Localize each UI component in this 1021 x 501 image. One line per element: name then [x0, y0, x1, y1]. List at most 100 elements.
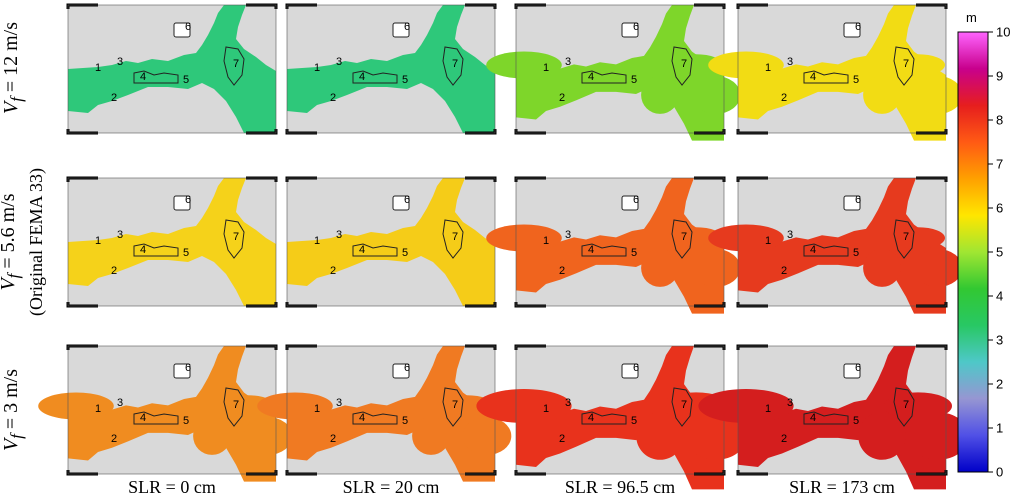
region-outline — [581, 70, 627, 84]
region-label: 3 — [117, 56, 123, 68]
region-label: 3 — [565, 229, 571, 241]
panel-r3-c1: 1 2 3 4 5 6 7 — [38, 344, 293, 482]
panel-border — [737, 345, 947, 475]
region-outline — [803, 70, 849, 84]
region-outline — [133, 411, 179, 425]
region-box — [392, 195, 410, 211]
region-box — [173, 195, 191, 211]
column-label: SLR = 96.5 cm — [564, 477, 676, 497]
region-outline — [671, 387, 693, 427]
region-outline — [133, 243, 179, 257]
region-label: 7 — [681, 231, 687, 243]
region-label: 2 — [111, 92, 117, 104]
region-outline — [223, 46, 245, 86]
flood-expansion — [858, 412, 906, 460]
flood-expansion — [243, 417, 293, 455]
region-outline — [442, 46, 464, 86]
colorbar — [957, 31, 989, 473]
region-label: 2 — [781, 433, 787, 445]
region-outline — [803, 243, 849, 257]
panel-border — [737, 4, 947, 134]
region-label: 6 — [855, 362, 861, 374]
region-label: 3 — [787, 56, 793, 68]
flood-expansion — [641, 249, 679, 287]
region-label: 1 — [765, 235, 771, 247]
region-outline — [893, 387, 915, 427]
panel-r2-c3: 1 2 3 4 5 6 7 — [486, 176, 741, 314]
flood-expansion — [863, 249, 901, 287]
region-label: 1 — [314, 62, 320, 74]
flood-expansion — [913, 249, 963, 287]
flood-expansion — [913, 76, 963, 114]
flood-depth-area — [287, 5, 495, 133]
region-label: 2 — [559, 92, 565, 104]
colorbar-tick-label: 3 — [996, 332, 1004, 348]
flood-expansion — [257, 392, 333, 420]
flood-expansion — [636, 412, 684, 460]
flood-depth-area — [287, 178, 495, 306]
region-label: 2 — [781, 265, 787, 277]
region-box — [173, 22, 191, 38]
row-label: Vf = 5.6 m/s(Original FEMA 33) — [0, 168, 46, 316]
region-label: 4 — [359, 71, 365, 83]
region-label: 6 — [633, 21, 639, 33]
region-label: 5 — [183, 74, 189, 86]
panel-r1-c3: 1 2 3 4 5 6 7 — [486, 3, 741, 141]
region-label: 1 — [765, 403, 771, 415]
region-label: 2 — [330, 433, 336, 445]
panel-r2-c1: 1 2 3 4 5 6 7 — [66, 176, 278, 308]
region-label: 7 — [452, 58, 458, 70]
region-label: 6 — [185, 362, 191, 374]
region-label: 6 — [855, 194, 861, 206]
region-label: 1 — [95, 403, 101, 415]
region-label: 5 — [402, 247, 408, 259]
region-label: 7 — [903, 399, 909, 411]
region-label: 3 — [565, 56, 571, 68]
flood-depth-area — [68, 346, 276, 482]
region-outline — [581, 243, 627, 257]
region-label: 4 — [810, 412, 816, 424]
region-label: 5 — [631, 247, 637, 259]
flood-expansion — [38, 392, 114, 420]
region-box — [392, 22, 410, 38]
region-box — [843, 363, 861, 379]
region-label: 6 — [404, 362, 410, 374]
region-label: 7 — [233, 399, 239, 411]
column-label: SLR = 173 cm — [789, 477, 895, 497]
region-label: 7 — [681, 58, 687, 70]
region-label: 5 — [853, 74, 859, 86]
colorbar-tick-label: 8 — [996, 112, 1004, 128]
panel-r3-c4: 1 2 3 4 5 6 7 — [698, 344, 969, 490]
region-label: 1 — [314, 235, 320, 247]
panel-r3-c3: 1 2 3 4 5 6 7 — [476, 344, 747, 490]
region-outline — [223, 387, 245, 427]
panel-border — [67, 177, 277, 307]
region-outline — [442, 219, 464, 259]
flood-depth-area — [287, 346, 495, 482]
region-label: 6 — [633, 194, 639, 206]
region-box — [621, 363, 639, 379]
flood-expansion — [884, 392, 952, 420]
colorbar-tick-label: 9 — [996, 68, 1004, 84]
region-label: 4 — [359, 412, 365, 424]
region-label: 3 — [787, 397, 793, 409]
region-label: 4 — [140, 244, 146, 256]
region-label: 6 — [633, 362, 639, 374]
flood-depth-area — [68, 178, 276, 306]
region-outline — [671, 46, 693, 86]
region-label: 3 — [565, 397, 571, 409]
region-label: 6 — [404, 21, 410, 33]
flood-expansion — [641, 76, 679, 114]
colorbar-tick-label: 10 — [996, 24, 1011, 40]
region-label: 5 — [853, 415, 859, 427]
region-label: 6 — [404, 194, 410, 206]
region-label: 5 — [631, 415, 637, 427]
row-label: Vf = 3 m/s — [0, 368, 26, 452]
region-label: 1 — [95, 62, 101, 74]
panel-r1-c4: 1 2 3 4 5 6 7 — [708, 3, 963, 141]
region-outline — [803, 411, 849, 425]
region-label: 2 — [559, 433, 565, 445]
region-label: 2 — [330, 92, 336, 104]
flood-expansion — [891, 54, 945, 76]
